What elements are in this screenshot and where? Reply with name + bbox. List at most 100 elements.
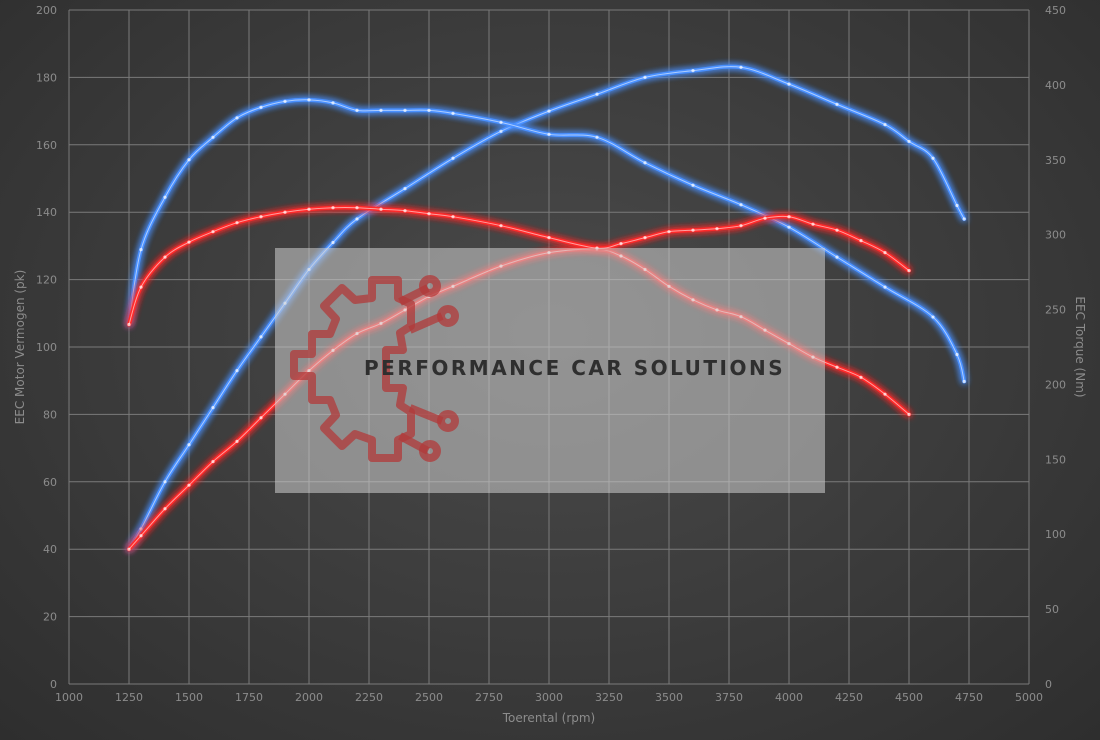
right-tick-label: 100 <box>1045 528 1066 541</box>
data-point <box>499 224 503 228</box>
data-point <box>139 248 143 252</box>
x-tick-label: 1750 <box>235 691 263 704</box>
x-tick-label: 1250 <box>115 691 143 704</box>
data-point <box>163 255 167 259</box>
data-point <box>962 217 966 221</box>
data-point <box>955 203 959 208</box>
data-point <box>163 480 167 484</box>
right-tick-label: 50 <box>1045 603 1059 616</box>
data-point <box>187 240 191 244</box>
data-point <box>355 108 359 112</box>
data-point <box>187 443 191 447</box>
data-point <box>547 109 551 113</box>
right-tick-label: 450 <box>1045 4 1066 17</box>
x-axis-ticks: 1000 1250 1500 1750 2000 2250 2500 2750 3000 3250… <box>55 691 1043 704</box>
left-tick-label: 180 <box>36 71 57 84</box>
data-point <box>139 285 143 289</box>
data-point <box>259 215 263 219</box>
data-point <box>355 206 359 210</box>
data-point <box>127 547 131 551</box>
data-point <box>499 120 503 124</box>
data-point <box>451 215 455 219</box>
data-point <box>907 269 911 273</box>
data-point <box>739 203 743 207</box>
x-tick-label: 2000 <box>295 691 323 704</box>
data-point <box>835 255 839 259</box>
data-point <box>643 161 647 165</box>
right-tick-label: 250 <box>1045 304 1066 317</box>
data-point <box>931 315 935 319</box>
x-tick-label: 3750 <box>715 691 743 704</box>
data-point <box>691 69 695 73</box>
data-point <box>907 139 911 144</box>
left-tick-label: 20 <box>43 611 57 624</box>
data-point <box>451 111 455 115</box>
left-axis-ticks: 0 20 40 60 80 100 120 140 160 180 200 <box>36 4 57 691</box>
left-tick-label: 120 <box>36 274 57 287</box>
data-point <box>211 230 215 234</box>
data-point <box>211 459 215 464</box>
data-point <box>331 101 335 105</box>
data-point <box>127 322 131 327</box>
left-tick-label: 40 <box>43 543 57 556</box>
left-tick-label: 60 <box>43 476 57 489</box>
data-point <box>259 105 263 109</box>
x-tick-label: 2250 <box>355 691 383 704</box>
x-tick-label: 3000 <box>535 691 563 704</box>
data-point <box>643 75 647 79</box>
right-tick-label: 150 <box>1045 453 1066 466</box>
data-point <box>883 251 887 255</box>
data-point <box>163 195 167 199</box>
data-point <box>283 99 287 103</box>
x-axis-title: Toerental (rpm) <box>502 711 595 725</box>
left-tick-label: 0 <box>50 678 57 691</box>
data-point <box>283 210 287 214</box>
data-point <box>235 439 239 443</box>
series-line-core <box>128 66 965 550</box>
data-point <box>883 392 887 396</box>
data-point <box>691 183 695 187</box>
series-0 <box>127 64 967 552</box>
data-point <box>307 98 311 102</box>
left-tick-label: 100 <box>36 341 57 354</box>
watermark: PERFORMANCE CAR SOLUTIONS <box>275 248 825 493</box>
data-point <box>331 206 335 210</box>
data-point <box>643 236 647 240</box>
data-point <box>595 92 599 96</box>
data-point <box>811 222 815 226</box>
x-tick-label: 1500 <box>175 691 203 704</box>
right-tick-label: 350 <box>1045 154 1066 167</box>
data-point <box>235 221 239 225</box>
data-point <box>883 122 887 127</box>
data-point <box>931 156 935 160</box>
data-point <box>763 216 767 220</box>
data-point <box>739 65 743 69</box>
left-tick-label: 200 <box>36 4 57 17</box>
left-tick-label: 80 <box>43 408 57 421</box>
data-point <box>259 416 263 420</box>
series-1 <box>127 97 967 384</box>
data-point <box>211 135 215 139</box>
data-point <box>739 224 743 228</box>
data-point <box>379 108 383 112</box>
data-point <box>787 225 791 229</box>
data-point <box>691 228 695 232</box>
right-tick-label: 0 <box>1045 678 1052 691</box>
x-tick-label: 3250 <box>595 691 623 704</box>
data-point <box>859 375 863 379</box>
data-point <box>547 132 551 136</box>
data-point <box>139 527 143 531</box>
data-point <box>139 534 143 538</box>
data-point <box>451 156 455 160</box>
data-point <box>211 406 215 410</box>
data-point <box>427 212 431 216</box>
right-tick-label: 200 <box>1045 378 1066 391</box>
data-point <box>715 227 719 231</box>
data-point <box>307 207 311 211</box>
data-point <box>259 335 263 339</box>
data-point <box>907 412 911 416</box>
data-point <box>962 379 966 384</box>
x-tick-label: 1000 <box>55 691 83 704</box>
data-point <box>547 236 551 240</box>
